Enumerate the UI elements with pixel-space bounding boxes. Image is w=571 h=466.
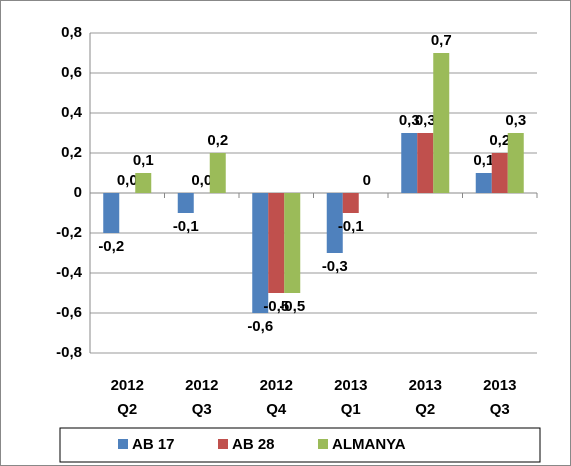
y-tick-label: 0: [74, 184, 82, 201]
legend-label: AB 28: [232, 436, 275, 453]
data-label: 0,0: [191, 172, 212, 189]
data-label: -0,2: [98, 238, 124, 255]
bar: [135, 173, 152, 193]
y-tick-label: 0,6: [61, 64, 82, 81]
bar: [507, 133, 524, 193]
data-label: -0,6: [247, 318, 273, 335]
bar: [284, 193, 301, 293]
y-tick-label: -0,6: [56, 304, 82, 321]
bar: [268, 193, 285, 293]
data-label: -0,5: [279, 298, 305, 315]
data-label: 0: [363, 172, 371, 189]
data-label: -0,3: [322, 258, 348, 275]
bar: [401, 133, 418, 193]
data-label: 0,3: [415, 112, 436, 129]
data-label: 0,2: [207, 132, 228, 149]
data-label: 0,1: [133, 152, 154, 169]
x-tick-label: 2013 Q3: [483, 377, 517, 418]
y-tick-label: -0,2: [56, 224, 82, 241]
legend-swatch: [118, 439, 128, 449]
data-label: -0,1: [338, 218, 364, 235]
bar: [252, 193, 269, 313]
data-label: 0,0: [117, 172, 138, 189]
x-tick-label: 2013 Q1: [334, 377, 368, 418]
bar: [342, 193, 359, 213]
data-label: -0,1: [173, 218, 199, 235]
data-label: 0,1: [473, 152, 494, 169]
y-tick-label: -0,8: [56, 344, 82, 361]
legend-box: [59, 427, 541, 463]
x-tick-label: 2012 Q2: [110, 377, 144, 418]
y-tick-label: 0,4: [61, 104, 83, 121]
x-tick-label: 2012 Q4: [259, 377, 293, 418]
legend-swatch: [318, 439, 328, 449]
data-label: 0,3: [505, 112, 526, 129]
x-tick-label: 2013 Q2: [408, 377, 442, 418]
data-label: 0,2: [489, 132, 510, 149]
bar: [433, 53, 450, 193]
bar: [177, 193, 194, 213]
y-tick-label: 0,2: [61, 144, 82, 161]
bar: [475, 173, 492, 193]
data-label: 0,7: [431, 32, 452, 49]
bar: [103, 193, 120, 233]
x-tick-label: 2012 Q3: [185, 377, 219, 418]
legend-swatch: [218, 439, 228, 449]
legend-label: AB 17: [132, 436, 175, 453]
y-tick-label: 0,8: [61, 24, 82, 41]
bar: [209, 153, 226, 193]
bar: [326, 193, 343, 253]
y-tick-label: -0,4: [56, 264, 83, 281]
data-label: 0,3: [399, 112, 420, 129]
legend-label: ALMANYA: [332, 436, 406, 453]
data-label: -0,5: [263, 298, 289, 315]
bar: [417, 133, 434, 193]
bar: [491, 153, 508, 193]
